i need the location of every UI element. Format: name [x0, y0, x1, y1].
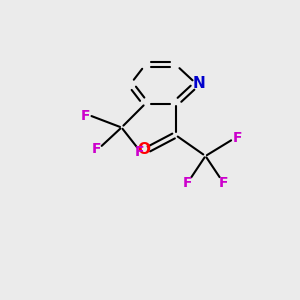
Text: F: F	[81, 109, 90, 122]
Text: F: F	[219, 176, 228, 190]
Text: F: F	[183, 176, 192, 190]
Text: O: O	[137, 142, 150, 158]
Text: F: F	[232, 131, 242, 145]
Text: N: N	[193, 76, 206, 92]
Text: F: F	[135, 145, 144, 159]
Text: F: F	[92, 142, 102, 156]
